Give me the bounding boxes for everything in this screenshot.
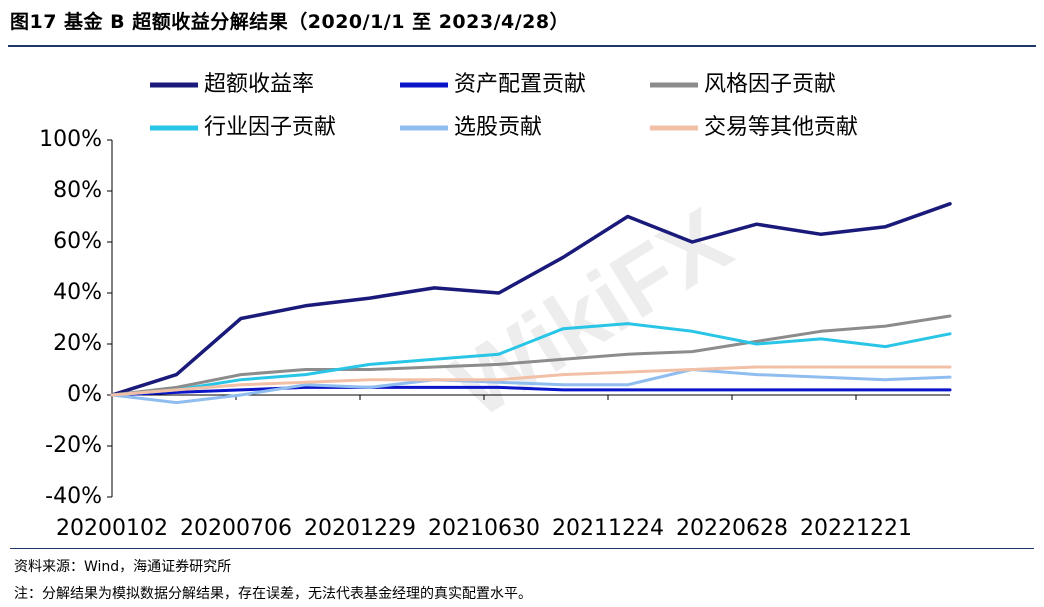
series-line (110, 202, 952, 397)
x-tick-label: 20211224 (552, 516, 664, 541)
y-axis: 100% 80% 60% 40% 20% 0% -20% -40% (39, 127, 113, 509)
footer-rule (10, 548, 1034, 549)
legend-label: 行业因子贡献 (204, 115, 336, 140)
x-tick-label: 20201229 (304, 516, 416, 541)
disclaimer-note: 注：分解结果为模拟数据分解结果，存在误差，无法代表基金经理的真实配置水平。 (14, 586, 532, 602)
x-tick-label: 20200102 (56, 516, 168, 541)
series-line (110, 322, 952, 397)
series-line (110, 368, 952, 405)
series-line (110, 314, 952, 397)
y-tick-label: 80% (53, 178, 102, 203)
y-tick-label: 0% (67, 382, 102, 407)
x-tick-label: 20210630 (428, 516, 540, 541)
svg-text:WikiFX: WikiFX (434, 189, 747, 438)
series-line (110, 385, 952, 397)
legend-label: 风格因子贡献 (704, 72, 836, 97)
legend-label: 选股贡献 (454, 115, 542, 140)
y-tick-label: 100% (39, 127, 102, 152)
x-tick-label: 20200706 (180, 516, 292, 541)
y-tick-label: -20% (45, 433, 102, 458)
source-note: 资料来源：Wind，海通证券研究所 (14, 559, 232, 575)
x-tick-label: 20221221 (800, 516, 912, 541)
legend-label: 超额收益率 (204, 72, 314, 97)
y-tick-label: -40% (45, 484, 102, 509)
chart-title: 图17 基金 B 超额收益分解结果（2020/1/1 至 2023/4/28） (10, 11, 570, 33)
title-rule (8, 45, 1036, 47)
watermark-logo: WikiFX (434, 189, 747, 438)
legend-label: 资产配置贡献 (454, 72, 586, 97)
y-tick-label: 40% (53, 280, 102, 305)
y-tick-label: 20% (53, 331, 102, 356)
x-tick-label: 20220628 (676, 516, 788, 541)
series-line (110, 365, 952, 397)
x-axis: 20200102 20200706 20201229 20210630 20211224… (56, 394, 950, 541)
legend-label: 交易等其他贡献 (704, 115, 858, 140)
series-lines (110, 202, 952, 405)
y-tick-label: 60% (53, 229, 102, 254)
